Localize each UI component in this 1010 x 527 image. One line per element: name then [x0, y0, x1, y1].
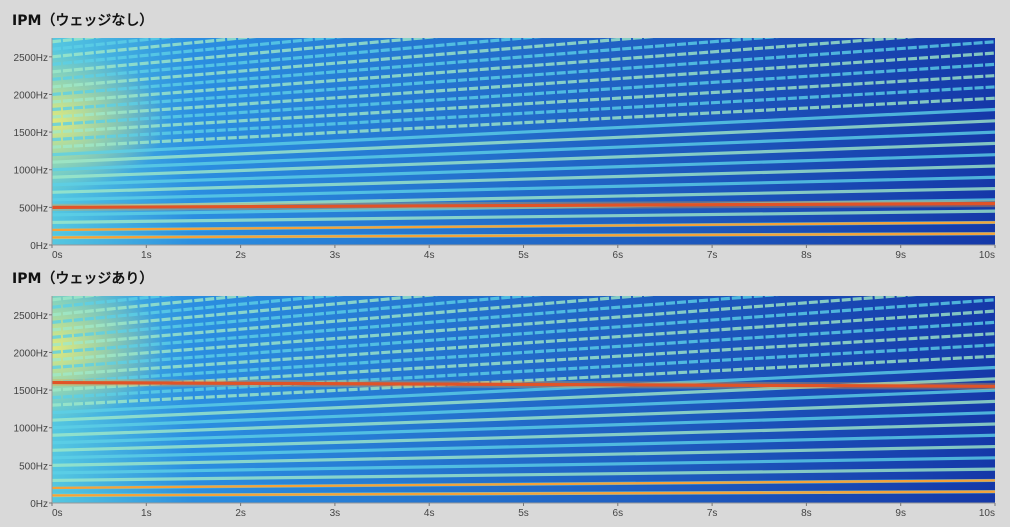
- x-tick-label: 4s: [424, 508, 435, 519]
- plot-area: [52, 288, 995, 503]
- y-tick-label: 1000Hz: [14, 166, 48, 177]
- low-order-ridge: [52, 490, 995, 497]
- harmonic-ridge: [52, 365, 995, 415]
- harmonic-ridge: [52, 38, 917, 104]
- harmonic-ridge: [52, 343, 995, 400]
- low-order-ridge: [52, 221, 995, 232]
- harmonic-ridge: [52, 30, 995, 34]
- low-order-ridge: [52, 232, 995, 239]
- harmonic-ridge: [52, 85, 995, 142]
- x-tick-label: 6s: [613, 508, 624, 519]
- dominant-ridge-glow: [52, 200, 995, 211]
- harmonic-ridge: [52, 444, 995, 467]
- harmonic-ridge: [52, 296, 655, 347]
- harmonic-ridge: [52, 296, 439, 332]
- dominant-ridge-glow: [52, 379, 995, 390]
- harmonic-ridge: [52, 456, 995, 475]
- harmonic-ridge: [52, 296, 917, 362]
- harmonic-ridge: [52, 130, 995, 172]
- y-tick-label: 0Hz: [30, 241, 48, 252]
- harmonic-ridge: [52, 399, 995, 437]
- harmonic-ridge: [52, 164, 995, 194]
- dominant-ridge: [52, 380, 995, 388]
- x-tick-label: 7s: [707, 250, 718, 261]
- harmonic-ridge: [52, 38, 542, 81]
- x-tick-label: 4s: [424, 250, 435, 261]
- harmonic-ridge: [52, 38, 780, 97]
- x-tick-label: 7s: [707, 508, 718, 519]
- harmonic-ridge: [52, 422, 995, 452]
- x-tick-label: 10s: [979, 250, 995, 261]
- harmonic-ridge: [52, 175, 995, 202]
- harmonic-ridge: [52, 467, 995, 483]
- bottom-spectrogram: 0s 1s 2s 3s 4s 5s 6s 7s 8s 9s 10s 0Hz 500Hz 1000Hz 150…: [14, 288, 996, 519]
- harmonic-ridge: [52, 38, 655, 89]
- x-tick-label: 5s: [518, 250, 529, 261]
- harmonic-ridge: [52, 40, 995, 112]
- x-tick-label: 9s: [895, 508, 906, 519]
- x-tick-label: 1s: [141, 250, 152, 261]
- dominant-ridge: [52, 202, 995, 209]
- bottom-chart-title: IPM（ウェッジあり）: [12, 271, 154, 287]
- top-spectrogram: 0s 1s 2s 3s 4s 5s 6s 7s 8s 9s 10s 0Hz 500Hz 1000Hz 150…: [14, 30, 996, 261]
- y-tick-label: 1500Hz: [14, 386, 48, 397]
- harmonic-ridge: [52, 186, 995, 209]
- x-tick-label: 3s: [330, 250, 341, 261]
- plot-area: [52, 30, 995, 245]
- y-tick-label: 2500Hz: [14, 53, 48, 64]
- harmonic-ridge: [52, 411, 995, 445]
- x-tick-label: 10s: [979, 508, 995, 519]
- top-chart-title: IPM（ウェッジなし）: [12, 13, 154, 29]
- x-tick-label: 3s: [330, 508, 341, 519]
- harmonic-ridge: [52, 288, 995, 292]
- y-tick-label: 2000Hz: [14, 90, 48, 101]
- harmonic-ridge: [52, 74, 995, 134]
- harmonic-ridge: [52, 198, 995, 217]
- y-tick-label: 1000Hz: [14, 424, 48, 435]
- x-tick-label: 8s: [801, 508, 812, 519]
- harmonic-ridge: [52, 38, 257, 59]
- harmonic-ridge: [52, 320, 995, 385]
- harmonic-ridge: [52, 209, 995, 225]
- harmonic-ridge: [52, 296, 344, 324]
- y-tick-label: 1500Hz: [14, 128, 48, 139]
- harmonic-ridge: [52, 96, 995, 149]
- x-tick-label: 5s: [518, 508, 529, 519]
- y-tick-label: 500Hz: [19, 461, 48, 472]
- harmonic-ridge: [52, 62, 995, 127]
- x-tick-label: 0s: [52, 250, 63, 261]
- harmonic-ridge: [52, 309, 995, 377]
- x-tick-label: 1s: [141, 508, 152, 519]
- x-tick-label: 2s: [235, 250, 246, 261]
- harmonic-ridge: [52, 296, 257, 317]
- y-tick-label: 0Hz: [30, 499, 48, 510]
- x-tick-label: 6s: [613, 250, 624, 261]
- harmonic-ridge: [52, 388, 995, 430]
- x-tick-label: 9s: [895, 250, 906, 261]
- harmonic-ridge: [52, 119, 995, 164]
- harmonic-ridge: [52, 141, 995, 179]
- harmonic-ridge: [52, 296, 542, 339]
- harmonic-ridge: [52, 433, 995, 460]
- harmonic-ridge: [52, 153, 995, 187]
- y-tick-label: 500Hz: [19, 203, 48, 214]
- y-tick-label: 2500Hz: [14, 311, 48, 322]
- x-tick-label: 2s: [235, 508, 246, 519]
- harmonic-ridge: [52, 332, 995, 392]
- y-tick-label: 2000Hz: [14, 348, 48, 359]
- harmonic-ridge: [52, 38, 439, 74]
- harmonic-ridge: [52, 51, 995, 119]
- harmonic-ridge: [52, 354, 995, 407]
- harmonic-ridge: [52, 296, 780, 355]
- x-tick-label: 0s: [52, 508, 63, 519]
- harmonic-ridge: [52, 38, 344, 66]
- x-tick-label: 8s: [801, 250, 812, 261]
- harmonic-ridge: [52, 298, 995, 370]
- harmonic-ridge: [52, 107, 995, 157]
- low-order-ridge: [52, 479, 995, 490]
